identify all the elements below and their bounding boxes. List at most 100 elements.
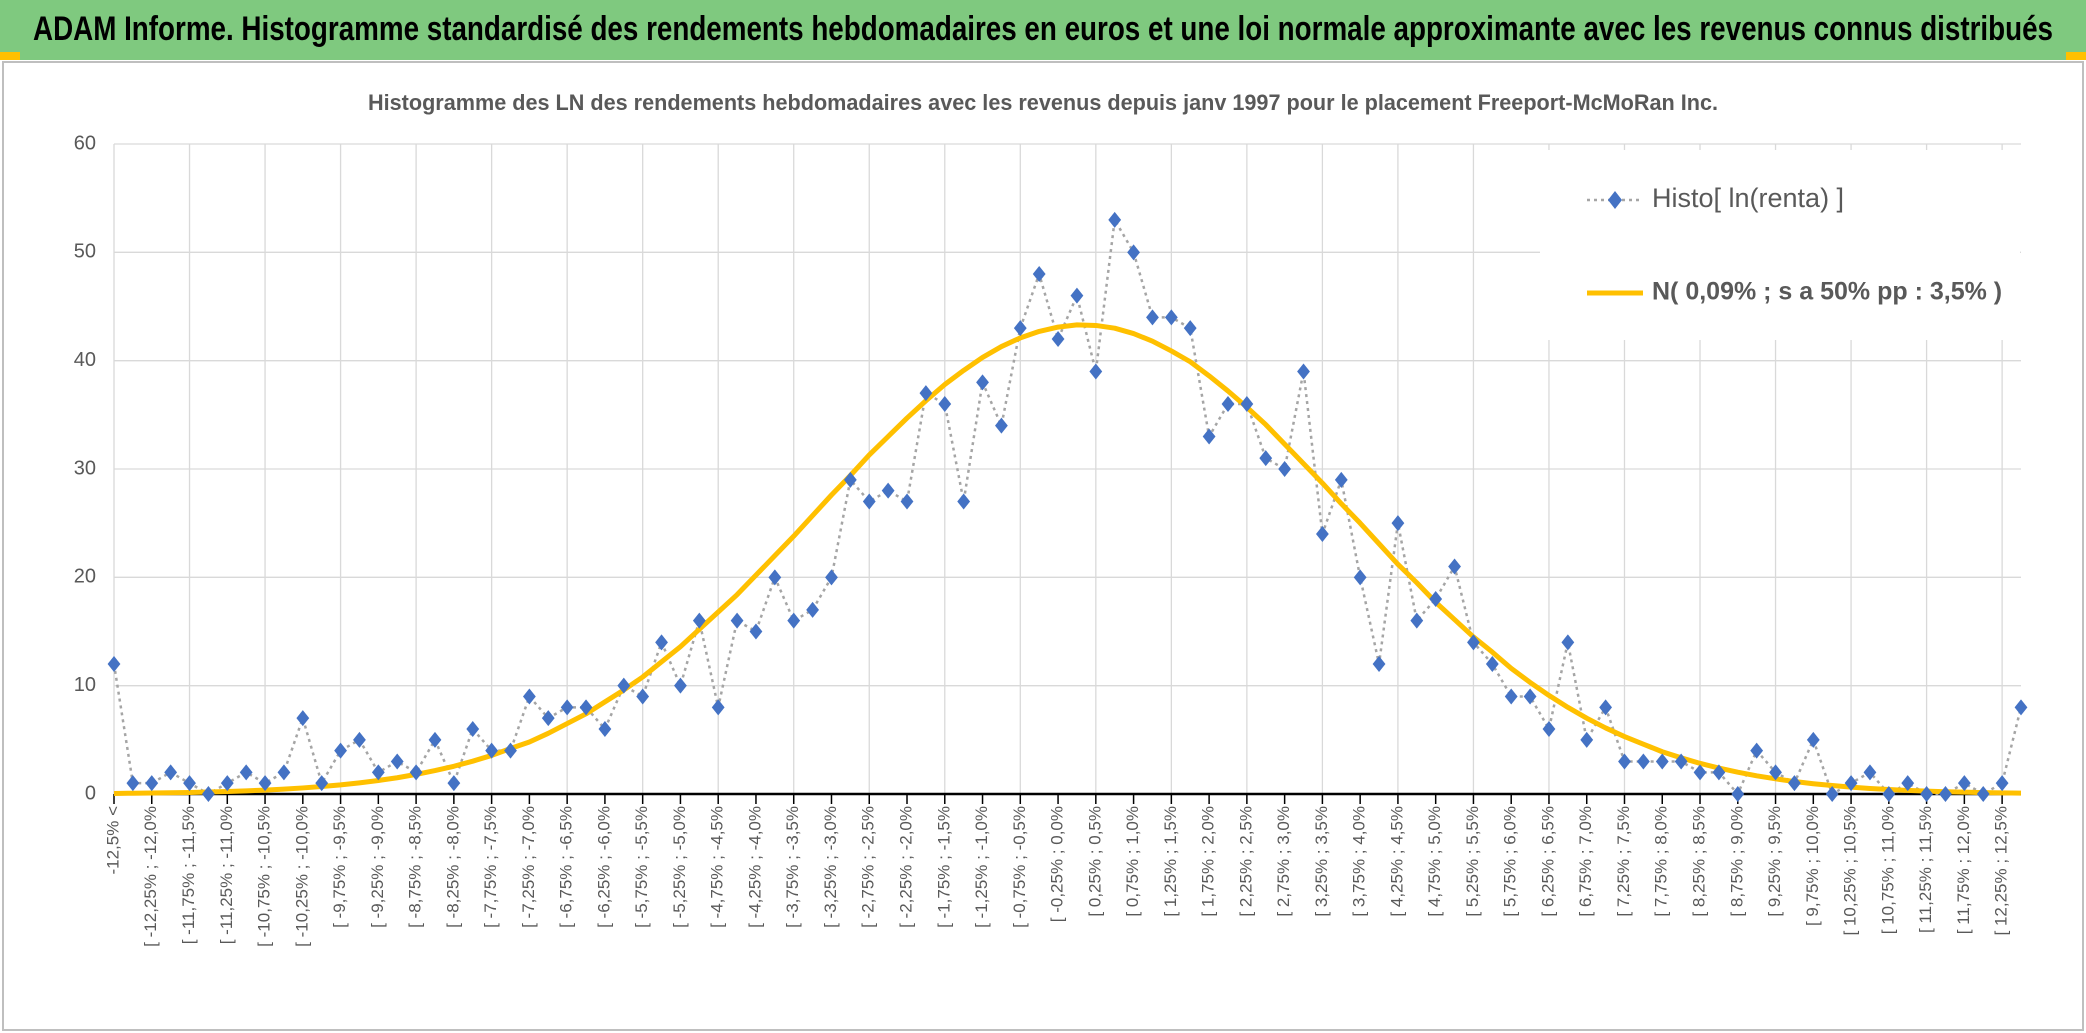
x-tick-label: [ -0,25% ; 0,0%: [1048, 806, 1067, 922]
x-tick-label: [ 1,25% ; 1,5%: [1161, 806, 1180, 917]
marker: [1240, 396, 1254, 412]
x-tick-label: [ 6,75% ; 7,0%: [1576, 806, 1595, 917]
marker: [1674, 753, 1688, 770]
marker: [579, 699, 593, 716]
legend-marker: [1608, 191, 1622, 209]
marker: [768, 569, 782, 586]
marker: [409, 764, 423, 781]
legend-label: N( 0,09% ; s a 50% pp : 3,5% ): [1652, 278, 2002, 306]
marker: [1032, 266, 1046, 282]
marker: [1259, 450, 1273, 467]
x-tick-label: [ -6,75% ; -6,5%: [557, 806, 576, 928]
x-tick-label: [ 9,25% ; 9,5%: [1765, 806, 1784, 917]
marker: [900, 493, 914, 510]
marker: [1221, 396, 1235, 412]
marker: [296, 710, 310, 727]
marker: [1278, 461, 1292, 477]
marker: [1013, 320, 1027, 337]
marker: [730, 612, 744, 629]
corner: [0, 52, 20, 60]
x-tick-label: [ 2,25% ; 2,5%: [1236, 806, 1255, 917]
y-tick-label: 30: [74, 457, 96, 479]
marker: [938, 396, 952, 412]
marker: [1391, 515, 1405, 532]
marker: [1542, 721, 1556, 737]
marker: [1863, 764, 1877, 781]
marker: [1825, 786, 1839, 802]
marker: [390, 753, 404, 770]
corner: [2066, 52, 2086, 60]
x-tick-label: [ 8,25% ; 8,5%: [1690, 806, 1709, 917]
marker: [1599, 699, 1613, 716]
marker: [1164, 309, 1178, 326]
x-tick-label: [ -6,25% ; -6,0%: [594, 806, 613, 928]
marker: [957, 493, 971, 510]
x-tick-label: [ -10,75% ; -10,5%: [255, 806, 274, 947]
marker: [674, 677, 687, 694]
marker: [315, 775, 329, 792]
x-tick-label: [ 0,25% ; 0,5%: [1085, 806, 1104, 917]
marker: [277, 764, 291, 781]
marker: [428, 731, 442, 748]
marker: [1920, 786, 1933, 802]
marker: [1448, 558, 1461, 575]
marker: [1844, 775, 1858, 792]
marker: [1297, 363, 1310, 380]
marker: [1806, 731, 1820, 748]
marker: [825, 569, 838, 586]
marker: [1504, 688, 1518, 705]
marker: [2014, 699, 2028, 716]
marker: [711, 699, 725, 716]
marker: [1712, 764, 1726, 781]
marker: [1939, 786, 1952, 802]
marker: [466, 721, 480, 737]
x-tick-label: [ 7,25% ; 7,5%: [1614, 806, 1633, 917]
marker: [202, 786, 215, 802]
marker: [919, 385, 933, 402]
marker: [1410, 612, 1424, 629]
marker: [1051, 331, 1065, 347]
marker: [541, 710, 555, 727]
x-tick-label: -12,5% <: [103, 806, 122, 875]
marker: [504, 742, 517, 759]
x-tick-label: [ 12,25% ; 12,5%: [1992, 806, 2011, 935]
marker: [1353, 569, 1367, 586]
marker: [1693, 764, 1707, 781]
x-tick-label: [ -12,25% ; -12,0%: [141, 806, 160, 947]
y-tick-label: 20: [74, 566, 96, 588]
marker: [164, 764, 178, 781]
marker: [976, 374, 989, 391]
marker: [1315, 526, 1329, 542]
x-tick-label: [ 8,75% ; 9,0%: [1727, 806, 1746, 917]
marker: [598, 721, 612, 737]
marker: [1485, 656, 1499, 672]
marker: [655, 634, 668, 651]
x-tick-label: [ -10,25% ; -10,0%: [292, 806, 311, 947]
marker: [1769, 764, 1782, 781]
marker: [126, 775, 140, 792]
marker: [1127, 244, 1140, 261]
x-tick-label: [ -0,75% ; -0,5%: [1010, 806, 1029, 928]
y-tick-label: 60: [74, 132, 96, 154]
marker: [1976, 786, 1990, 802]
x-tick-label: [ 11,25% ; 11,5%: [1916, 806, 1935, 933]
marker: [258, 775, 272, 792]
marker: [806, 601, 820, 618]
marker: [334, 742, 347, 759]
x-tick-label: [ 0,75% ; 1,0%: [1123, 806, 1142, 917]
header-bar: [0, 0, 2086, 60]
marker: [1655, 753, 1669, 770]
x-tick-label: [ -3,25% ; -3,0%: [821, 806, 840, 928]
x-tick-label: [ -9,25% ; -9,0%: [368, 806, 387, 928]
marker: [560, 699, 574, 716]
marker: [1995, 775, 2009, 792]
marker: [1523, 688, 1537, 705]
x-tick-label: [ -4,75% ; -4,5%: [708, 806, 727, 928]
x-tick-label: [ -1,75% ; -1,5%: [934, 806, 953, 928]
x-tick-label: [ -9,75% ; -9,5%: [330, 806, 349, 928]
histo-line: [112, 215, 2023, 797]
marker: [692, 612, 706, 629]
marker: [1618, 753, 1631, 770]
x-tick-label: [ 3,75% ; 4,0%: [1350, 806, 1369, 917]
marker: [220, 775, 234, 792]
